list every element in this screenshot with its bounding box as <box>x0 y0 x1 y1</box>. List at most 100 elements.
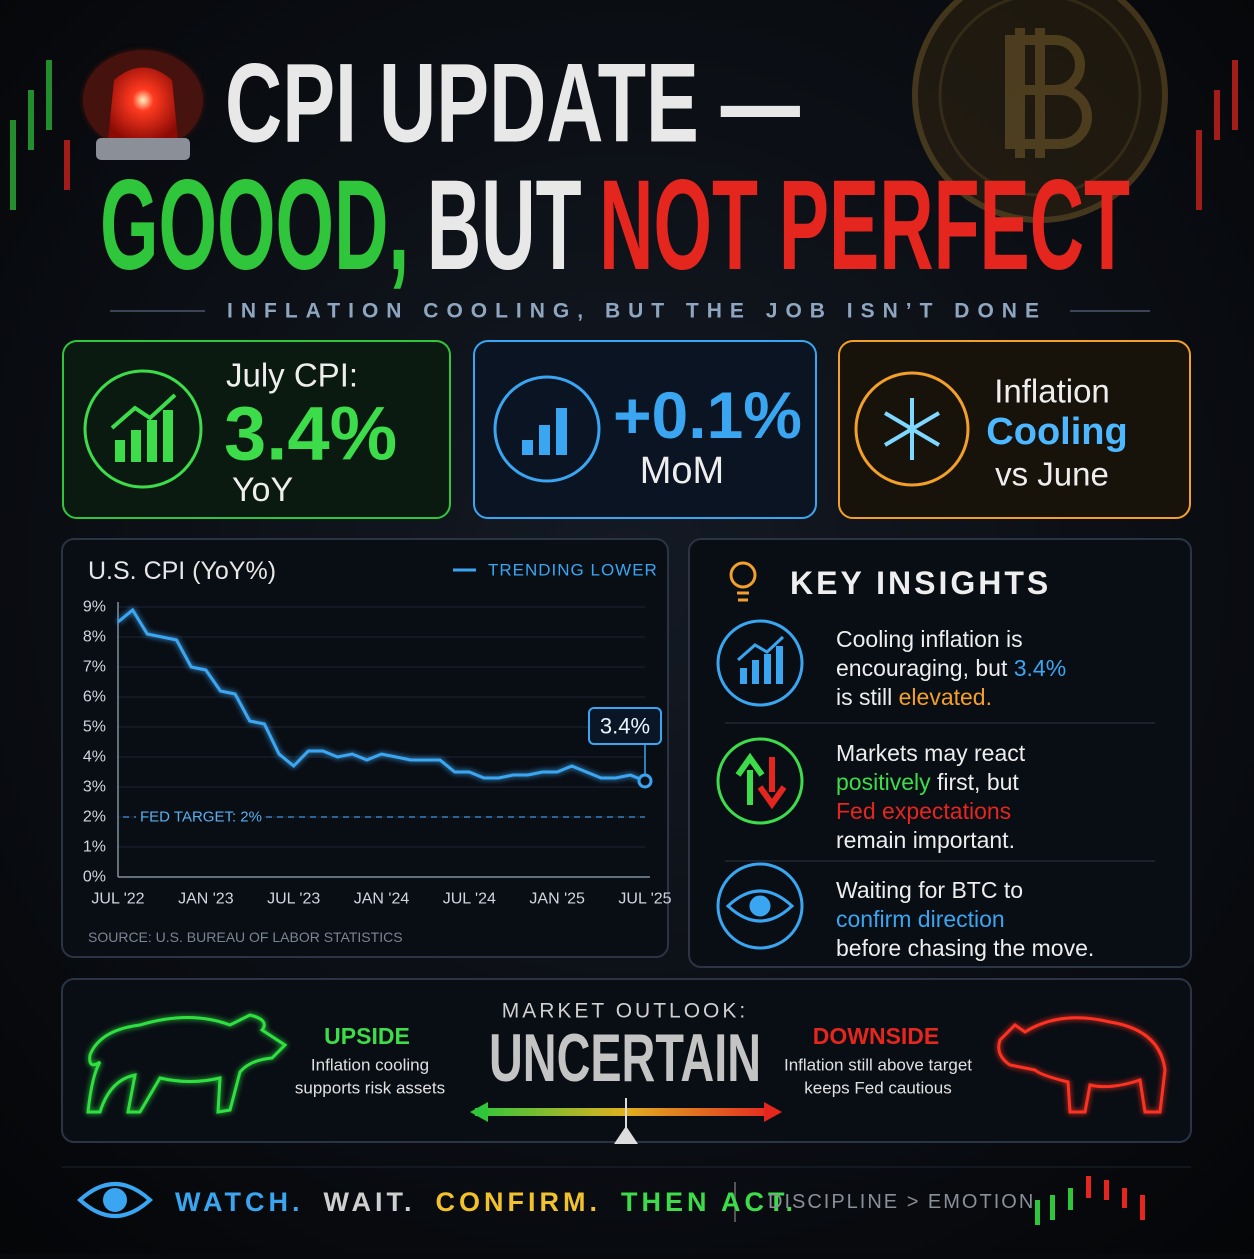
chart-panel <box>61 538 669 958</box>
outlook-label: MARKET OUTLOOK: <box>502 1000 748 1023</box>
y-tick-label: 7% <box>83 659 106 676</box>
label-bg <box>136 806 264 828</box>
text-part: encouraging, but <box>836 655 1014 681</box>
insight-line: encouraging, but 3.4% <box>836 655 1066 681</box>
downside-text: keeps Fed cautious <box>804 1079 951 1098</box>
bulb-icon <box>729 561 757 602</box>
coin-decoration <box>912 0 1168 223</box>
eye-icon <box>716 862 804 950</box>
x-tick-label: JUL '23 <box>267 891 320 908</box>
text-part: before chasing the move. <box>836 935 1094 961</box>
motto: WATCH. WAIT. CONFIRM. THEN ACT. <box>175 1187 797 1217</box>
downside-text: Inflation still above target <box>784 1056 972 1075</box>
upside-text: Inflation cooling <box>311 1056 429 1075</box>
insight-line: Waiting for BTC to <box>836 877 1023 903</box>
scale-pointer <box>614 1126 638 1144</box>
stat-value: +0.1% <box>613 378 802 452</box>
y-tick-label: 4% <box>83 749 106 766</box>
updown-icon <box>716 737 804 825</box>
title: CPI UPDATE — <box>225 41 800 166</box>
stat-label: vs June <box>995 456 1109 493</box>
y-tick-label: 9% <box>83 599 106 616</box>
eye-icon <box>77 1182 153 1218</box>
insight-line: is still elevated. <box>836 684 992 710</box>
arrow-head <box>470 1102 488 1122</box>
title: GOOOD,BUTNOT PERFECT <box>100 154 1130 297</box>
text-part: CONFIRM. <box>435 1187 600 1217</box>
upside-text: supports risk assets <box>295 1079 445 1098</box>
annotation: 3.4% <box>600 714 650 739</box>
stat-label: Inflation <box>994 373 1110 410</box>
legend-label: TRENDING LOWER <box>488 561 658 580</box>
candle-decoration <box>10 60 1238 210</box>
y-tick-label: 0% <box>83 869 106 886</box>
downside-title: DOWNSIDE <box>813 1023 940 1049</box>
tagline: DISCIPLINE > EMOTION <box>768 1191 1035 1213</box>
stat-card <box>838 340 1191 519</box>
y-tick-label: 2% <box>83 809 106 826</box>
text-part: elevated. <box>899 684 992 710</box>
insight-line: confirm direction <box>836 906 1005 932</box>
stat-card <box>473 340 817 519</box>
stat-value: Cooling <box>986 411 1127 453</box>
insight-line: Fed expectations <box>836 798 1011 824</box>
siren-icon <box>83 50 203 160</box>
insight-line: Cooling inflation is <box>836 626 1023 652</box>
bull-icon <box>86 1013 288 1114</box>
text-part: is still <box>836 684 899 710</box>
text-part: Fed expectations <box>836 798 1011 824</box>
text-part: positively <box>836 769 931 795</box>
arrow-head <box>764 1102 782 1122</box>
x-tick-label: JUL '25 <box>618 891 671 908</box>
trend-icon <box>716 619 804 707</box>
text-part: Waiting for BTC to <box>836 877 1023 903</box>
y-tick-label: 5% <box>83 719 106 736</box>
x-tick-label: JAN '25 <box>529 891 585 908</box>
candle-decoration <box>1035 1176 1145 1225</box>
subtitle: INFLATION COOLING, BUT THE JOB ISN’T DON… <box>227 300 1047 323</box>
stat-unit: YoY <box>232 471 293 509</box>
y-tick-label: 3% <box>83 779 106 796</box>
stat-value: 3.4% <box>224 392 397 477</box>
text-part: THEN ACT. <box>621 1187 797 1217</box>
y-tick-label: 6% <box>83 689 106 706</box>
chart-title: U.S. CPI (YoY%) <box>88 557 276 585</box>
stat-card <box>62 340 451 519</box>
y-tick-label: 1% <box>83 839 106 856</box>
data-line <box>117 607 646 783</box>
insight-line: Markets may react <box>836 740 1026 766</box>
text-part: BUT <box>427 154 582 297</box>
bear-icon <box>997 1016 1167 1114</box>
growth-icon <box>83 369 203 489</box>
outlook-verdict: UNCERTAIN <box>489 1020 761 1096</box>
text-part: WATCH. <box>175 1187 303 1217</box>
upside-title: UPSIDE <box>324 1023 410 1049</box>
insight-line: positively first, but <box>836 769 1019 795</box>
y-tick-label: 8% <box>83 629 106 646</box>
insights-panel <box>688 538 1192 968</box>
x-tick-label: JAN '23 <box>178 891 234 908</box>
insight-line: remain important. <box>836 827 1015 853</box>
text-part: WAIT. <box>323 1187 415 1217</box>
text-part: Markets may react <box>836 740 1026 766</box>
end-marker <box>637 773 653 789</box>
text-part: NOT PERFECT <box>599 154 1130 297</box>
stat-label: July CPI: <box>226 357 358 394</box>
text-part: 3.4% <box>1014 655 1066 681</box>
reference-label: FED TARGET: 2% <box>140 809 262 826</box>
text-part: GOOOD, <box>100 154 409 297</box>
insights-title: KEY INSIGHTS <box>790 565 1051 601</box>
annotation-box <box>588 707 662 745</box>
x-tick-label: JUL '24 <box>443 891 496 908</box>
text-part: remain important. <box>836 827 1015 853</box>
stat-unit: MoM <box>640 450 724 492</box>
text-part: confirm direction <box>836 906 1005 932</box>
snowflake-icon <box>854 371 970 487</box>
insight-line: before chasing the move. <box>836 935 1094 961</box>
x-tick-label: JAN '24 <box>354 891 410 908</box>
text-part: Cooling inflation is <box>836 626 1023 652</box>
bars-icon <box>493 375 601 483</box>
x-tick-label: JUL '22 <box>91 891 144 908</box>
